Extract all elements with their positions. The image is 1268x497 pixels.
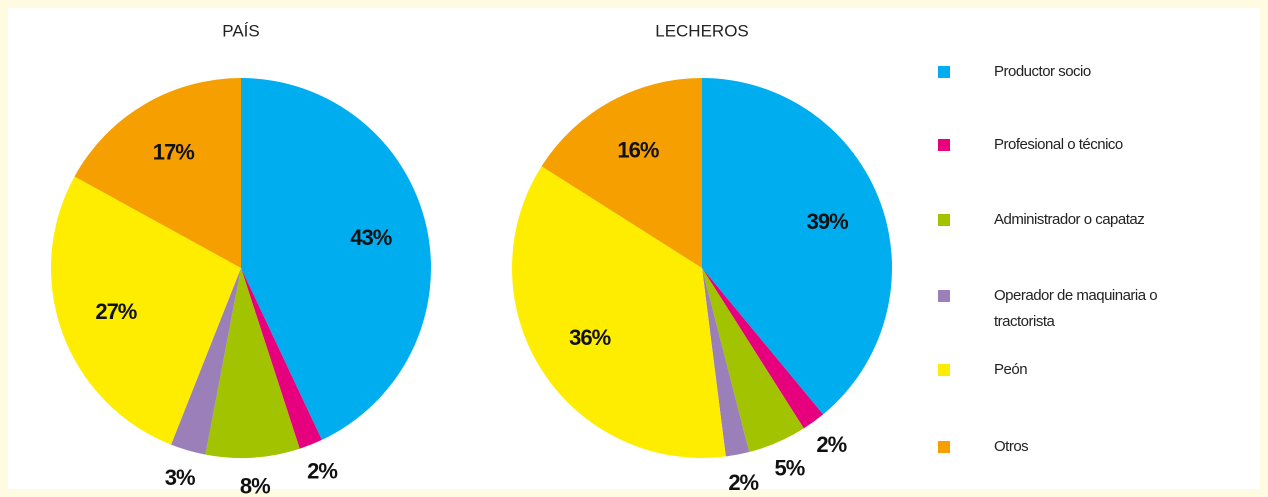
- slice-label: 17%: [153, 139, 194, 164]
- legend-item: Operador de maquinaria o tractorista: [938, 283, 1178, 335]
- legend-swatch: [938, 290, 950, 302]
- legend-label: Peón: [994, 361, 1028, 378]
- pie-slice: [171, 268, 241, 455]
- legend-swatch: [938, 66, 950, 78]
- pie-slice: [702, 268, 750, 457]
- slice-label: 2%: [307, 458, 337, 483]
- legend-label: Productor socio: [994, 63, 1091, 80]
- pie-slice: [541, 77, 702, 268]
- legend-item: Administrador o capataz: [938, 207, 1178, 233]
- pie-slice: [511, 166, 726, 459]
- legend-swatch: [938, 139, 950, 151]
- legend-item: Peón: [938, 357, 1178, 383]
- pie-slice: [702, 268, 804, 453]
- pie-slice: [205, 268, 300, 459]
- slice-label: 43%: [350, 225, 391, 250]
- slice-label: 36%: [569, 325, 610, 350]
- legend-item: Otros: [938, 434, 1178, 460]
- legend-swatch: [938, 364, 950, 376]
- legend-label: Operador de maquinaria o tractorista: [994, 287, 1158, 330]
- chart-title: PAÍS: [222, 21, 259, 40]
- slice-label: 8%: [240, 473, 270, 497]
- pie-slice: [241, 78, 432, 440]
- legend-swatch: [938, 214, 950, 226]
- slice-label: 3%: [165, 465, 195, 490]
- pie-slice: [702, 78, 892, 415]
- pie-slice: [74, 78, 241, 268]
- legend-label: Administrador o capataz: [994, 211, 1145, 228]
- slice-label: 2%: [728, 470, 758, 495]
- slice-label: 16%: [617, 137, 658, 162]
- legend-item: Profesional o técnico: [938, 132, 1178, 158]
- pie-slice: [702, 268, 824, 429]
- legend-item: Productor socio: [938, 59, 1178, 85]
- chart-title: LECHEROS: [655, 21, 749, 40]
- slice-label: 27%: [95, 299, 136, 324]
- pie-slice: [50, 176, 242, 445]
- pie-slice: [241, 268, 322, 449]
- legend-label: Profesional o técnico: [994, 136, 1123, 153]
- legend-swatch: [938, 441, 950, 453]
- slice-label: 5%: [774, 456, 804, 481]
- slice-label: 2%: [816, 432, 846, 457]
- slice-label: 39%: [807, 209, 848, 234]
- legend-label: Otros: [994, 438, 1029, 455]
